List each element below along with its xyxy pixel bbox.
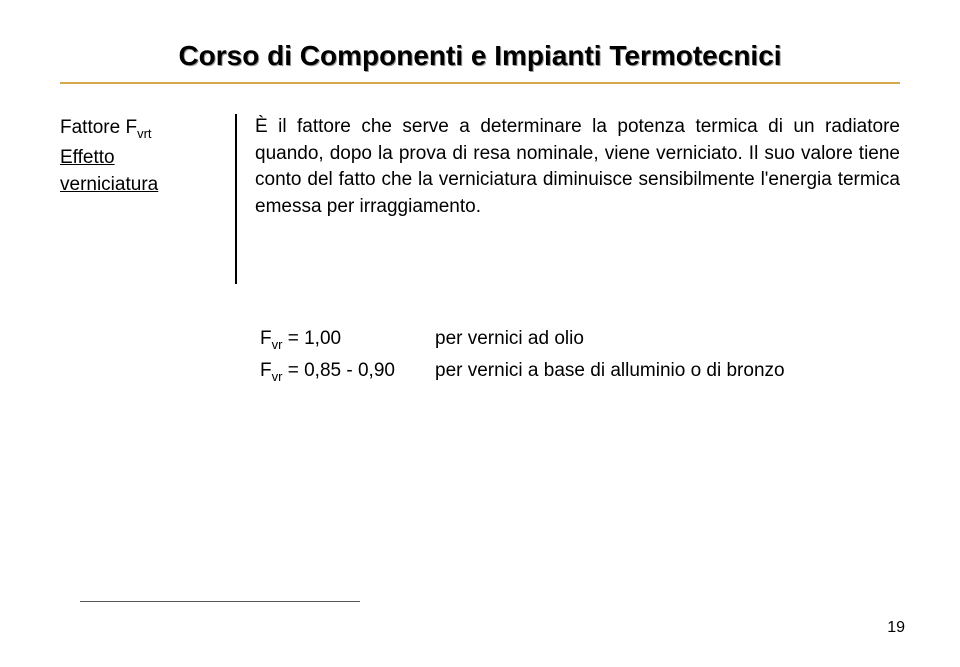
content-row: Fattore Fvrt Effetto verniciatura È il f… — [60, 114, 900, 284]
page-title: Corso di Componenti e Impianti Termotecn… — [60, 40, 900, 72]
paragraph: È il fattore che serve a determinare la … — [237, 114, 900, 284]
value-1-desc: per vernici ad olio — [435, 324, 584, 356]
value-1-symbol: F — [260, 328, 272, 349]
value-2-eq: = 0,85 - 0,90 — [282, 360, 395, 381]
values-block: Fvr = 1,00 per vernici ad olio Fvr = 0,8… — [260, 324, 900, 387]
value-1-eq: = 1,00 — [282, 328, 341, 349]
footer-rule — [80, 601, 360, 602]
factor-label: Fattore Fvrt — [60, 114, 223, 144]
factor-subscript: vrt — [137, 126, 151, 141]
factor-prefix: Fattore F — [60, 117, 137, 138]
left-line-3: verniciatura — [60, 171, 223, 199]
value-2-left: Fvr = 0,85 - 0,90 — [260, 356, 435, 388]
value-1-subscript: vr — [272, 337, 283, 352]
left-column: Fattore Fvrt Effetto verniciatura — [60, 114, 235, 284]
value-2-symbol: F — [260, 360, 272, 381]
value-2-desc: per vernici a base di alluminio o di bro… — [435, 356, 785, 388]
value-row-2: Fvr = 0,85 - 0,90 per vernici a base di … — [260, 356, 900, 388]
left-line-2: Effetto — [60, 144, 223, 172]
value-row-1: Fvr = 1,00 per vernici ad olio — [260, 324, 900, 356]
value-1-left: Fvr = 1,00 — [260, 324, 435, 356]
value-2-subscript: vr — [272, 368, 283, 383]
page-number: 19 — [887, 619, 905, 637]
header-rule — [60, 82, 900, 84]
